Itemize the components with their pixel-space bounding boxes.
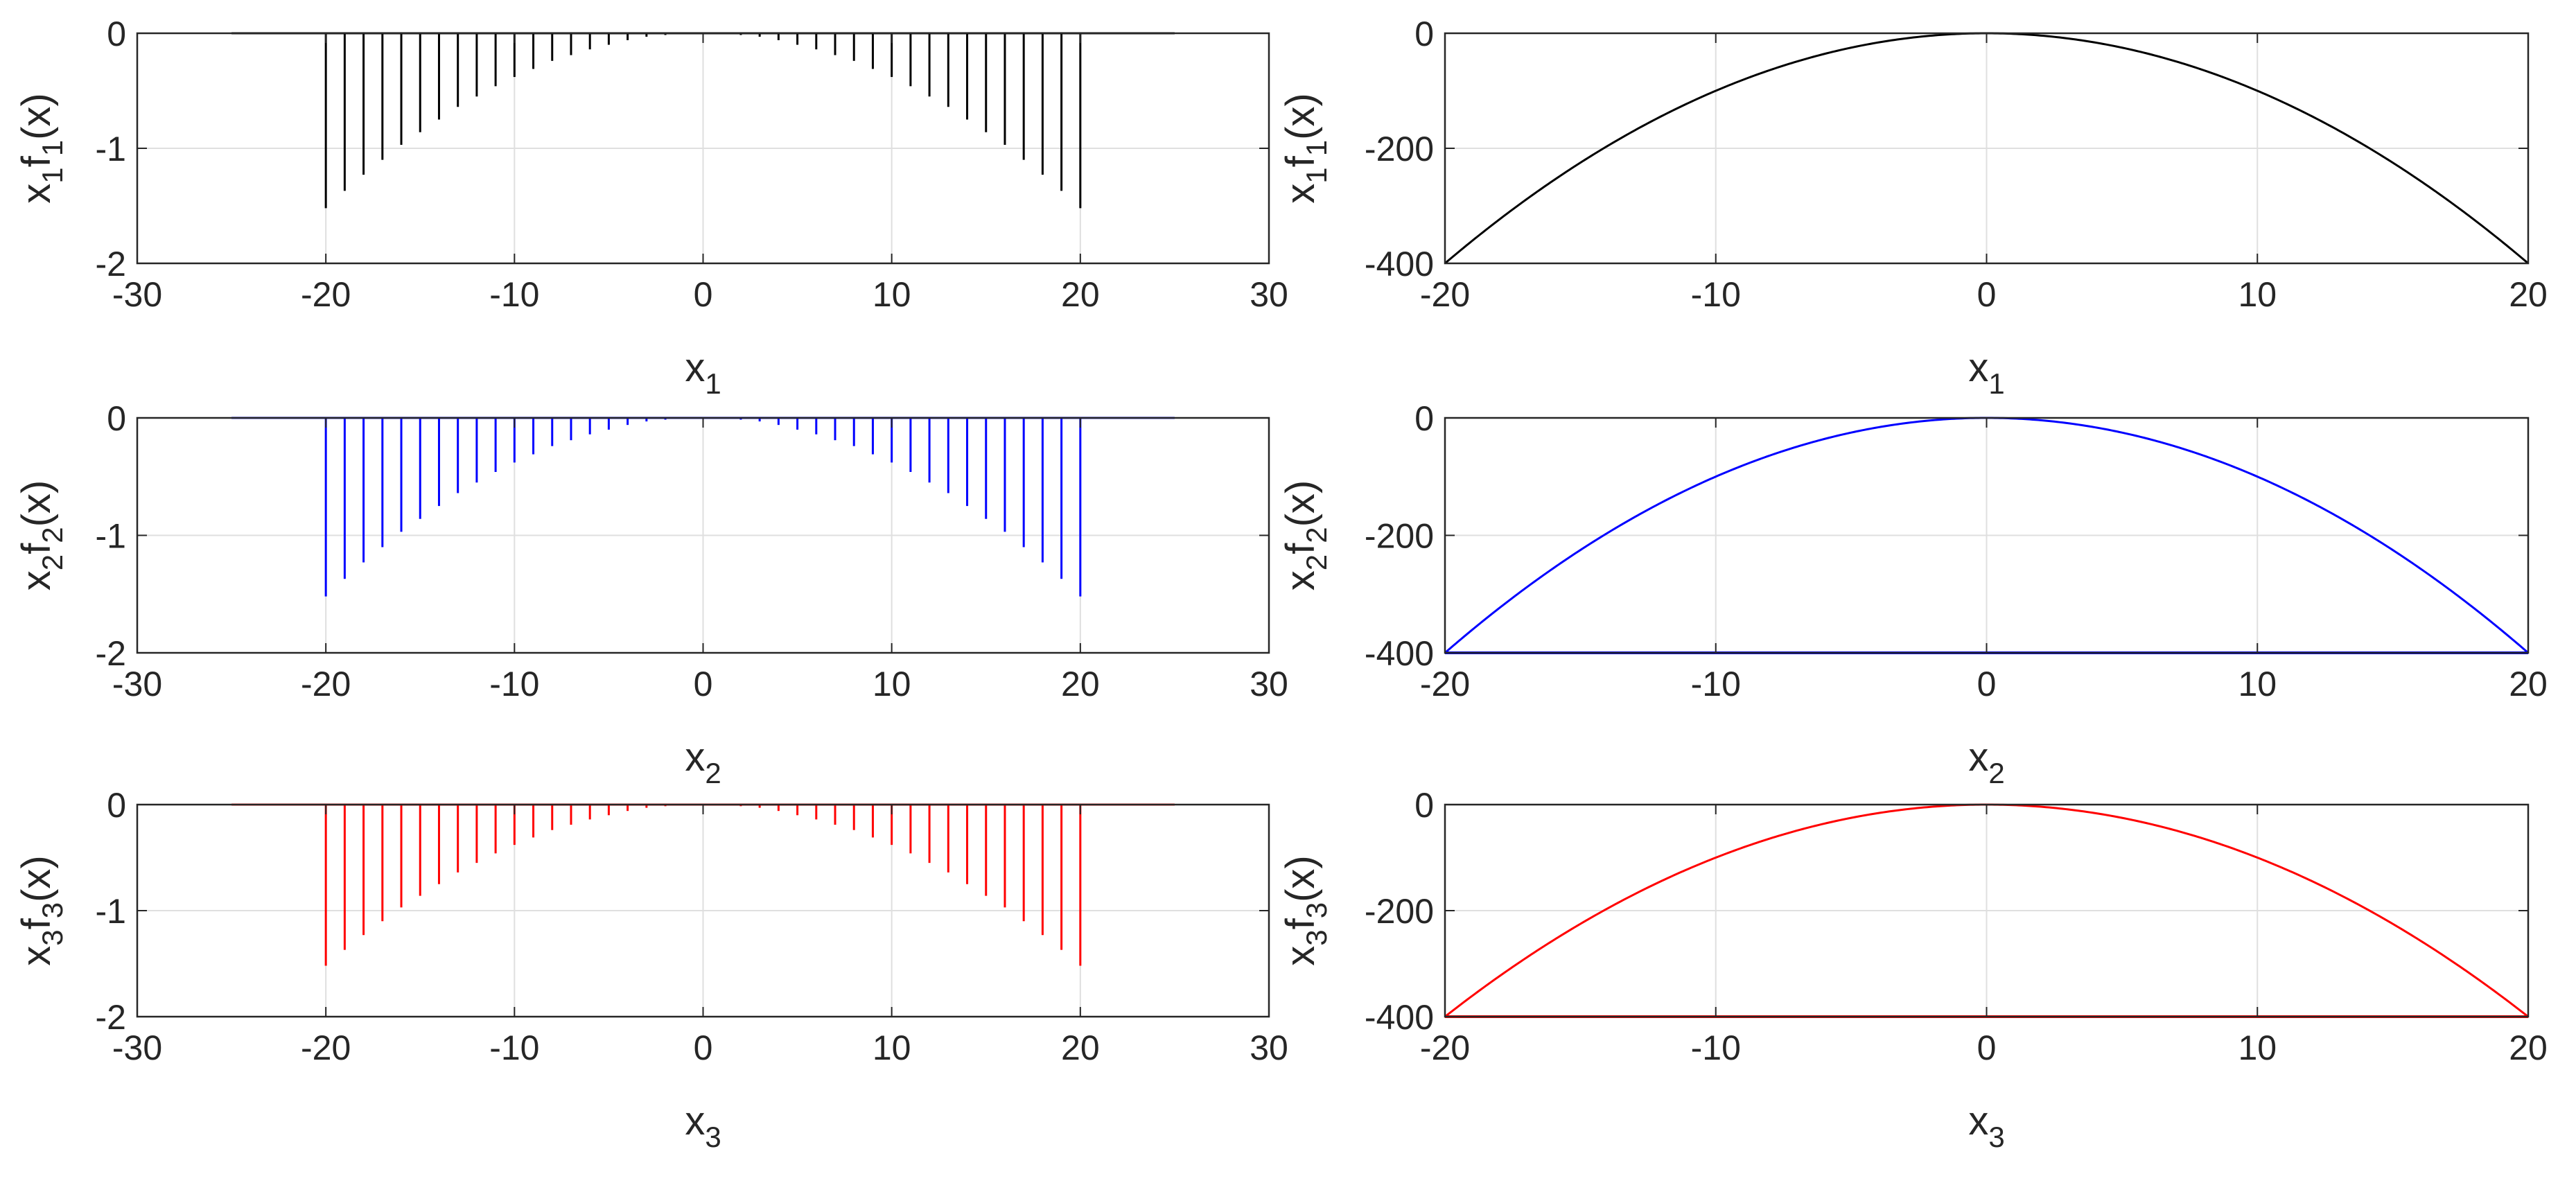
y-tick-label: 0 bbox=[107, 399, 126, 438]
x-tick-label: -20 bbox=[301, 665, 351, 703]
chart-curve-1: -20 -10 0 10 20 0 -200 -400 x1 x1f1(x) bbox=[1278, 15, 2548, 400]
x-axis-label: x1 bbox=[1968, 345, 2004, 400]
x-tick-label: -10 bbox=[1691, 275, 1741, 314]
x-tick-label: 20 bbox=[1061, 665, 1100, 703]
y-tick-label: -200 bbox=[1365, 892, 1434, 931]
x-tick-label: -20 bbox=[1420, 1028, 1470, 1067]
x-tick-label: 10 bbox=[2238, 665, 2277, 703]
x-tick-label: 0 bbox=[694, 1028, 713, 1067]
chart-curve-2: -20 -10 0 10 20 0 -200 -400 x2 x2f2(x) bbox=[1278, 399, 2548, 789]
x-tick-label: -20 bbox=[301, 275, 351, 314]
x-tick-label: 0 bbox=[1977, 275, 1997, 314]
x-tick-label: -10 bbox=[1691, 665, 1741, 703]
x-tick-label: -10 bbox=[489, 275, 539, 314]
x-tick-label: -20 bbox=[1420, 665, 1470, 703]
y-tick-label: -400 bbox=[1365, 245, 1434, 283]
x-tick-label: -10 bbox=[1691, 1028, 1741, 1067]
x-axis-label: x2 bbox=[1968, 735, 2004, 789]
x-tick-label: 20 bbox=[2509, 1028, 2548, 1067]
x-tick-label: 20 bbox=[1061, 275, 1100, 314]
x-tick-label: -30 bbox=[112, 665, 162, 703]
chart-stem-1: -30 -20 -10 0 10 20 30 0 -1 -2 x1 x1f1(x) bbox=[14, 15, 1288, 400]
x-tick-label: 10 bbox=[2238, 275, 2277, 314]
x-axis-label: x1 bbox=[685, 345, 721, 400]
x-axis-label: x3 bbox=[1968, 1098, 2004, 1153]
y-axis-label: x1f1(x) bbox=[1278, 93, 1333, 203]
y-tick-label: 0 bbox=[1414, 786, 1434, 825]
x-tick-label: 30 bbox=[1250, 275, 1288, 314]
chart-stem-3: -30 -20 -10 0 10 20 30 0 -1 -2 x3 x3f3(x) bbox=[14, 786, 1288, 1153]
x-tick-label: 30 bbox=[1250, 1028, 1288, 1067]
y-tick-label: 0 bbox=[1414, 15, 1434, 53]
x-tick-label: -10 bbox=[489, 1028, 539, 1067]
x-axis-label: x2 bbox=[685, 735, 721, 789]
x-tick-label: 10 bbox=[873, 275, 911, 314]
x-axis-label: x3 bbox=[685, 1098, 721, 1153]
x-tick-label: 10 bbox=[873, 1028, 911, 1067]
x-tick-label: 10 bbox=[2238, 1028, 2277, 1067]
y-tick-label: -2 bbox=[96, 245, 126, 283]
y-tick-label: -200 bbox=[1365, 130, 1434, 168]
y-tick-label: -1 bbox=[96, 517, 126, 556]
x-tick-label: -30 bbox=[112, 1028, 162, 1067]
y-tick-label: 0 bbox=[107, 786, 126, 825]
y-axis-label: x2f2(x) bbox=[14, 480, 69, 590]
y-tick-label: -2 bbox=[96, 634, 126, 673]
y-tick-label: 0 bbox=[107, 15, 126, 53]
x-tick-label: 0 bbox=[694, 275, 713, 314]
x-tick-label: 30 bbox=[1250, 665, 1288, 703]
y-axis-label: x1f1(x) bbox=[14, 93, 69, 203]
chart-stem-2: -30 -20 -10 0 10 20 30 0 -1 -2 x2 x2f2(x) bbox=[14, 399, 1288, 789]
y-tick-label: -200 bbox=[1365, 517, 1434, 556]
y-tick-label: -400 bbox=[1365, 998, 1434, 1037]
y-axis-label: x3f3(x) bbox=[14, 855, 69, 965]
y-tick-label: -2 bbox=[96, 998, 126, 1037]
x-tick-label: 20 bbox=[1061, 1028, 1100, 1067]
x-tick-label: 0 bbox=[1977, 665, 1997, 703]
y-tick-label: -1 bbox=[96, 892, 126, 931]
x-tick-label: 20 bbox=[2509, 665, 2548, 703]
y-axis-label: x3f3(x) bbox=[1278, 855, 1333, 965]
x-tick-label: -30 bbox=[112, 275, 162, 314]
x-tick-label: -10 bbox=[489, 665, 539, 703]
y-tick-label: 0 bbox=[1414, 399, 1434, 438]
x-tick-label: 10 bbox=[873, 665, 911, 703]
x-tick-label: 0 bbox=[694, 665, 713, 703]
y-axis-label: x2f2(x) bbox=[1278, 480, 1333, 590]
x-tick-label: 0 bbox=[1977, 1028, 1997, 1067]
y-tick-label: -400 bbox=[1365, 634, 1434, 673]
x-tick-label: 20 bbox=[2509, 275, 2548, 314]
x-tick-label: -20 bbox=[1420, 275, 1470, 314]
x-tick-label: -20 bbox=[301, 1028, 351, 1067]
y-tick-label: -1 bbox=[96, 130, 126, 168]
chart-curve-3: -20 -10 0 10 20 0 -200 -400 x3 x3f3(x) bbox=[1278, 786, 2548, 1153]
